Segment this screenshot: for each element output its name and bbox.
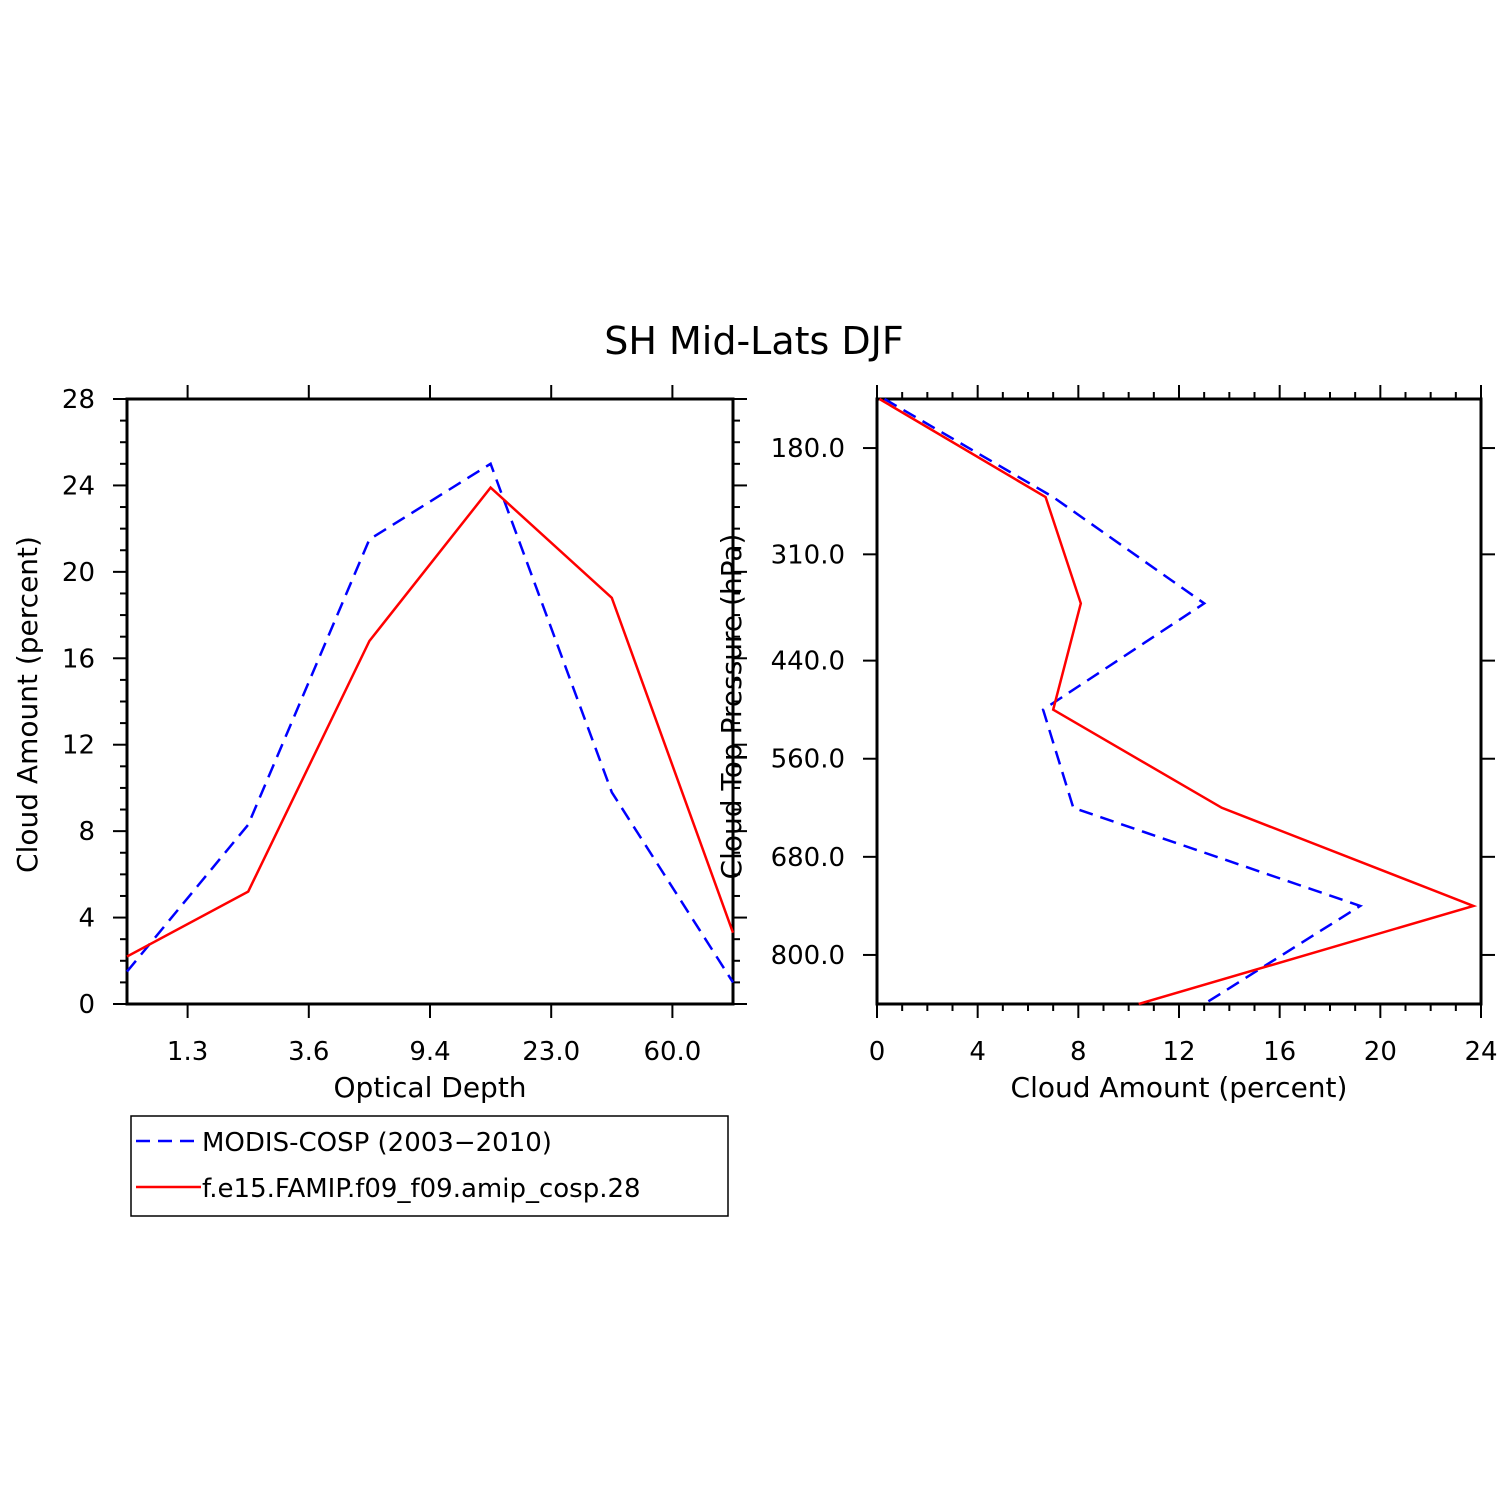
right-x-tick-label: 4 — [969, 1037, 986, 1067]
right-y-axis-label: Cloud Top Pressure (hPa) — [715, 534, 748, 880]
chart-title: SH Mid-Lats DJF — [604, 319, 904, 363]
right-y-tick-label: 560.0 — [771, 745, 845, 775]
right-x-tick-label: 0 — [869, 1037, 886, 1067]
left-series-modis — [126, 461, 735, 984]
right-y-tick-label: 180.0 — [771, 434, 845, 464]
left-y-tick-label: 24 — [62, 471, 95, 501]
left-y-tick-label: 0 — [78, 990, 95, 1020]
legend-label-model: f.e15.FAMIP.f09_f09.amip_cosp.28 — [202, 1174, 641, 1204]
left-panel-optical-depth: 0 4 8 12 16 20 24 28 1.3 3.6 9.4 23.0 60.0 Optical De… — [11, 385, 747, 1104]
right-x-axis-label: Cloud Amount (percent) — [1011, 1071, 1348, 1104]
right-x-tick-label: 16 — [1263, 1037, 1296, 1067]
legend-label-modis: MODIS-COSP (2003−2010) — [202, 1128, 552, 1158]
legend: MODIS-COSP (2003−2010) f.e15.FAMIP.f09_f… — [130, 1115, 729, 1217]
right-x-tick-label: 8 — [1070, 1037, 1087, 1067]
left-plot-frame — [125, 397, 735, 1006]
right-y-tick-label: 440.0 — [771, 647, 845, 677]
right-y-tick-label: 680.0 — [771, 843, 845, 873]
legend-box — [130, 1115, 729, 1217]
left-x-tick-label: 3.6 — [288, 1037, 329, 1067]
left-x-tick-label: 1.3 — [167, 1037, 208, 1067]
right-panel-cloud-top-pressure: 0 4 8 12 16 20 24 180.0 310.0 440.0 560.0 680.0 800.… — [715, 385, 1498, 1104]
left-series-model — [126, 485, 735, 958]
left-y-tick-label: 16 — [62, 644, 95, 674]
right-x-tick-label: 24 — [1464, 1037, 1497, 1067]
left-x-tick-label: 23.0 — [522, 1037, 580, 1067]
left-y-tick-label: 8 — [78, 817, 95, 847]
left-y-tick-label: 12 — [62, 731, 95, 761]
left-y-tick-label: 4 — [78, 904, 95, 934]
right-series-model — [878, 397, 1478, 1006]
left-x-tick-label: 60.0 — [643, 1037, 701, 1067]
left-y-tick-label: 20 — [62, 558, 95, 588]
right-y-tick-label: 800.0 — [771, 941, 845, 971]
left-y-axis-label: Cloud Amount (percent) — [11, 536, 44, 873]
right-series-modis — [883, 397, 1364, 1006]
right-x-tick-label: 20 — [1364, 1037, 1397, 1067]
left-y-tick-label: 28 — [62, 385, 95, 415]
right-x-tick-label: 12 — [1162, 1037, 1195, 1067]
left-x-axis-label: Optical Depth — [333, 1071, 526, 1104]
right-y-tick-label: 310.0 — [771, 540, 845, 570]
right-plot-frame — [875, 397, 1483, 1006]
left-x-tick-label: 9.4 — [409, 1037, 450, 1067]
